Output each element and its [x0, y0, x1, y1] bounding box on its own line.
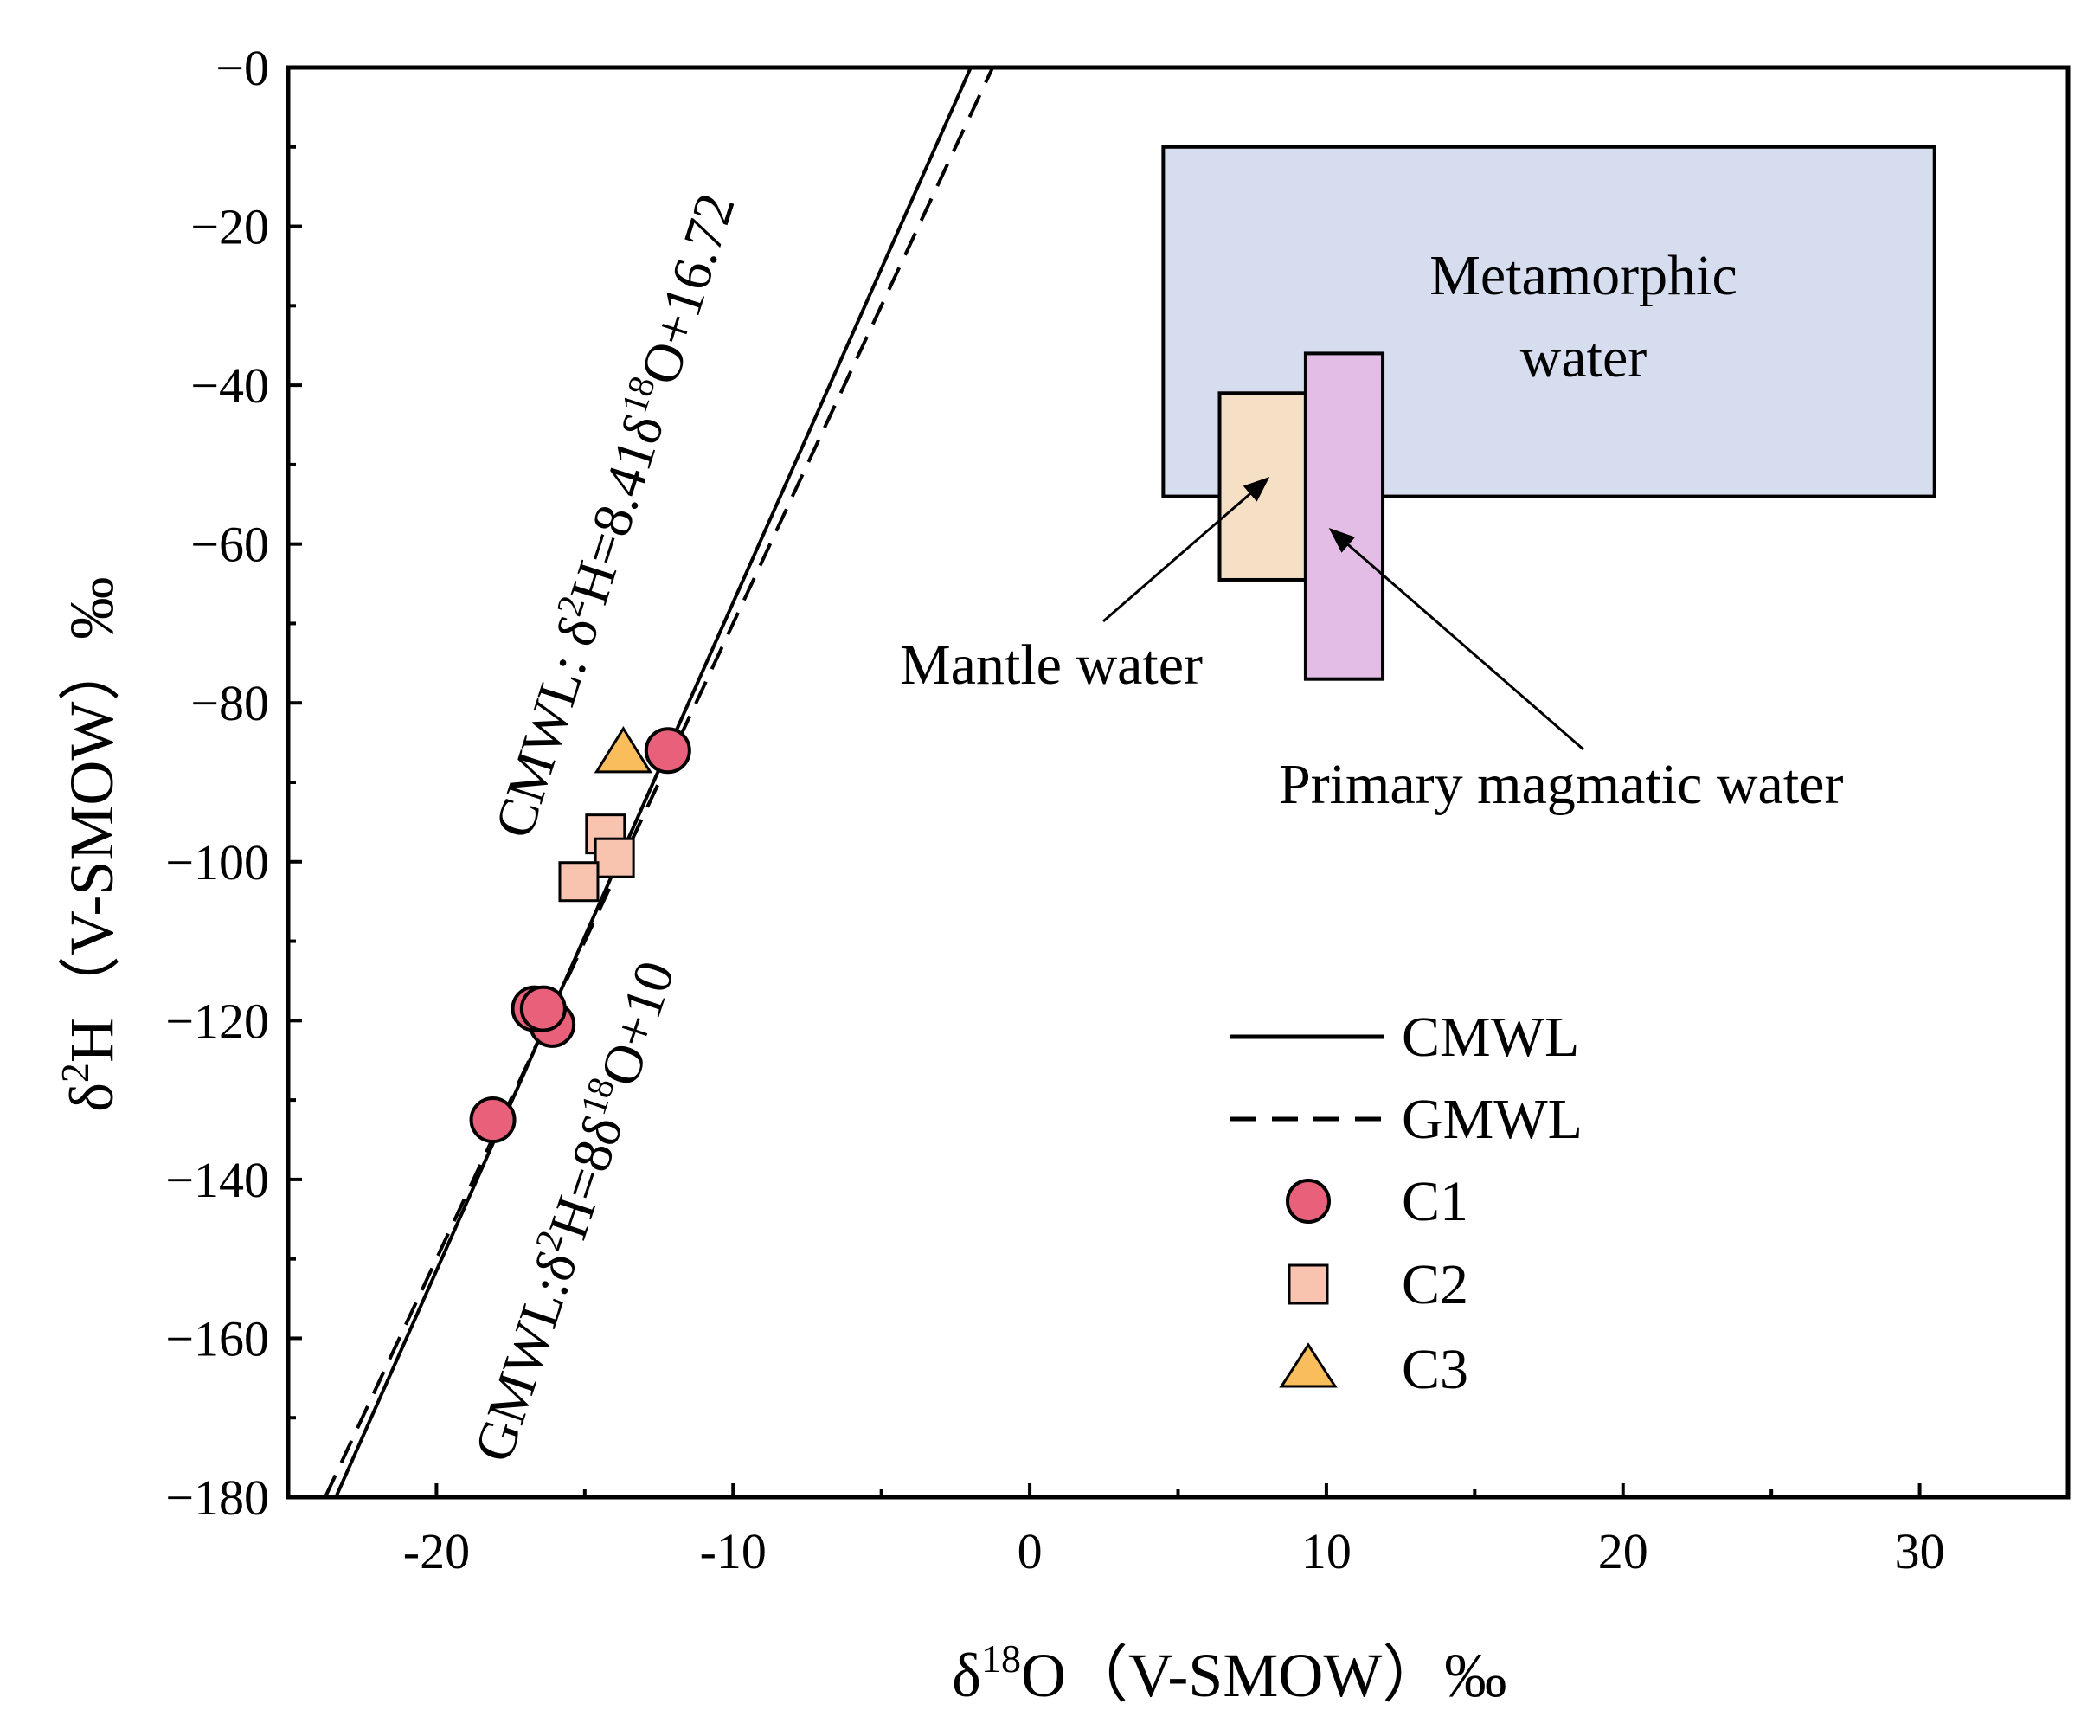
y-tick-label: −40 [190, 357, 269, 414]
x-tick-label: 20 [1598, 1523, 1648, 1579]
y-tick-label: −20 [190, 199, 269, 255]
primary-magmatic-region [1303, 351, 1385, 681]
metamorphic-label-line2: water [1520, 326, 1647, 389]
y-axis-title: δ2H（V-SMOW）‰ [53, 577, 126, 1112]
y-tick-label: −180 [165, 1469, 269, 1526]
y-tick-label: −120 [165, 993, 269, 1049]
water-lines [324, 68, 995, 1497]
y-tick-label: −140 [165, 1152, 269, 1208]
gmwl-line [324, 68, 995, 1497]
x-tick-label: -20 [403, 1523, 470, 1579]
axis-ticks: -20 -10 0 10 20 30 −0 −20 −40 −60 −80 −100 −120 −140 −… [165, 40, 2070, 1579]
y-tick-label: −100 [165, 834, 269, 891]
c1-point [519, 985, 567, 1032]
legend-c2-label: C2 [1402, 1253, 1468, 1316]
x-tick-label: 10 [1301, 1523, 1352, 1579]
primary-magmatic-label: Primary magmatic water [1279, 753, 1843, 816]
x-tick-label: -10 [700, 1523, 767, 1579]
c1-point [469, 1096, 517, 1144]
legend-c1-label: C1 [1402, 1170, 1468, 1233]
c1-point [644, 727, 691, 775]
legend-cmwl-label: CMWL [1402, 1006, 1579, 1069]
x-axis-title: δ18O（V-SMOW）‰ [952, 1636, 1506, 1710]
data-points [469, 726, 691, 1144]
y-tick-label: −80 [190, 675, 269, 731]
mantle-arrow [1102, 477, 1270, 623]
mantle-water-label: Mantle water [900, 633, 1203, 697]
mantle-region [1217, 391, 1307, 582]
c2-point [594, 837, 635, 878]
x-tick-label: 0 [1018, 1523, 1043, 1579]
cmwl-line [334, 68, 973, 1497]
y-tick-label: −160 [165, 1310, 269, 1366]
c2-point [558, 861, 600, 903]
legend-c3-label: C3 [1402, 1338, 1468, 1401]
legend-c1-marker [1286, 1179, 1331, 1224]
legend-gmwl-label: GMWL [1402, 1088, 1583, 1151]
water-regions [1161, 145, 1936, 681]
magmatic-arrow [1328, 528, 1584, 751]
c3-point [594, 726, 653, 774]
y-tick-label: −0 [215, 40, 269, 96]
legend-c2-marker [1288, 1263, 1329, 1305]
y-tick-label: −60 [190, 517, 269, 573]
legend: CMWL GMWL C1 C2 C3 [1230, 1006, 1583, 1401]
legend-c3-marker [1279, 1342, 1338, 1388]
metamorphic-label-line1: Metamorphic [1429, 244, 1737, 307]
x-tick-label: 30 [1895, 1523, 1945, 1579]
